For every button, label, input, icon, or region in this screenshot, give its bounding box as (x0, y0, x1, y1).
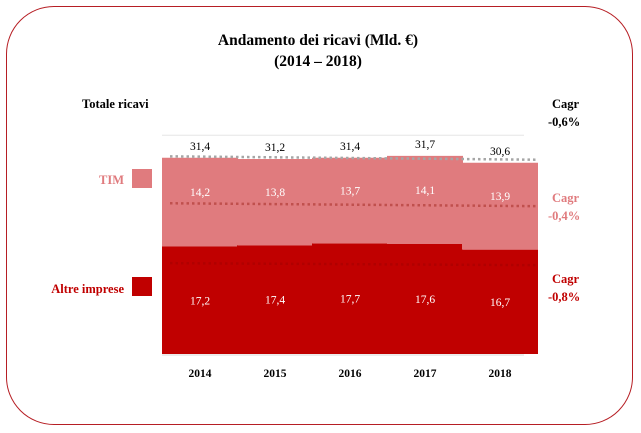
legend-swatch-tim (132, 169, 152, 188)
chart-subtitle: (2014 – 2018) (274, 53, 362, 70)
total-label-2018: 30,6 (490, 146, 510, 158)
totals-label: Totale ricavi (82, 97, 149, 111)
value-label-tim-2018: 13,9 (490, 191, 510, 203)
bar-tim-2016 (312, 157, 388, 244)
value-label-altre-imprese-2017: 17,6 (415, 294, 435, 306)
cagr-value-1: -0,4% (548, 209, 580, 223)
total-label-2017: 31,7 (415, 139, 435, 151)
value-label-tim-2016: 13,7 (340, 186, 360, 198)
chart-frame (6, 6, 633, 425)
cagr-label-2: Cagr (552, 272, 580, 286)
value-label-altre-imprese-2018: 16,7 (490, 297, 510, 309)
value-label-altre-imprese-2016: 17,7 (340, 294, 360, 306)
bar-altre-imprese-2016 (312, 243, 388, 354)
cagr-value-2: -0,8% (548, 290, 580, 304)
bar-tim-2015 (237, 159, 313, 246)
bar-tim-2014 (162, 157, 238, 247)
bar-tim-2017 (387, 155, 463, 244)
total-label-2016: 31,4 (340, 141, 360, 153)
legend-label-tim: TIM (99, 173, 124, 187)
x-tick-label-2014: 2014 (189, 368, 212, 380)
value-label-tim-2015: 13,8 (265, 187, 285, 199)
bar-altre-imprese-2018 (462, 249, 538, 354)
trend-line-altre-imprese (169, 261, 539, 267)
x-axis-ticks: 2014 2015 2016 2017 2018 (189, 368, 512, 380)
cagr-annotations: Cagr -0,6% Cagr -0,4% Cagr -0,8% (548, 97, 580, 304)
x-tick-label-2018: 2018 (489, 368, 512, 380)
trend-line-tim (169, 202, 539, 208)
total-label-2015: 31,2 (265, 142, 285, 154)
x-tick-label-2015: 2015 (264, 368, 287, 380)
total-label-2014: 31,4 (190, 141, 210, 153)
value-label-tim-2014: 14,2 (190, 187, 210, 199)
value-label-altre-imprese-2015: 17,4 (265, 295, 285, 307)
data-labels: 17,2 14,2 31,4 17,4 13,8 31,2 17,7 13,7 31,4 17,6… (190, 139, 510, 309)
x-tick-label-2016: 2016 (339, 368, 362, 380)
value-label-tim-2017: 14,1 (415, 185, 435, 197)
x-tick-label-2017: 2017 (414, 368, 437, 380)
cagr-label-0: Cagr (552, 97, 580, 111)
cagr-label-1: Cagr (552, 191, 580, 205)
value-label-altre-imprese-2014: 17,2 (190, 295, 210, 307)
chart-title: Andamento dei ricavi (Mld. €) (218, 32, 418, 49)
legend-label-altre-imprese: Altre imprese (51, 282, 124, 296)
cagr-value-0: -0,6% (548, 115, 580, 129)
bars (162, 155, 538, 354)
legend-swatch-altre-imprese (132, 277, 152, 296)
bar-altre-imprese-2017 (387, 244, 463, 354)
trend-lines (169, 155, 539, 267)
trend-line-totale (169, 155, 539, 161)
